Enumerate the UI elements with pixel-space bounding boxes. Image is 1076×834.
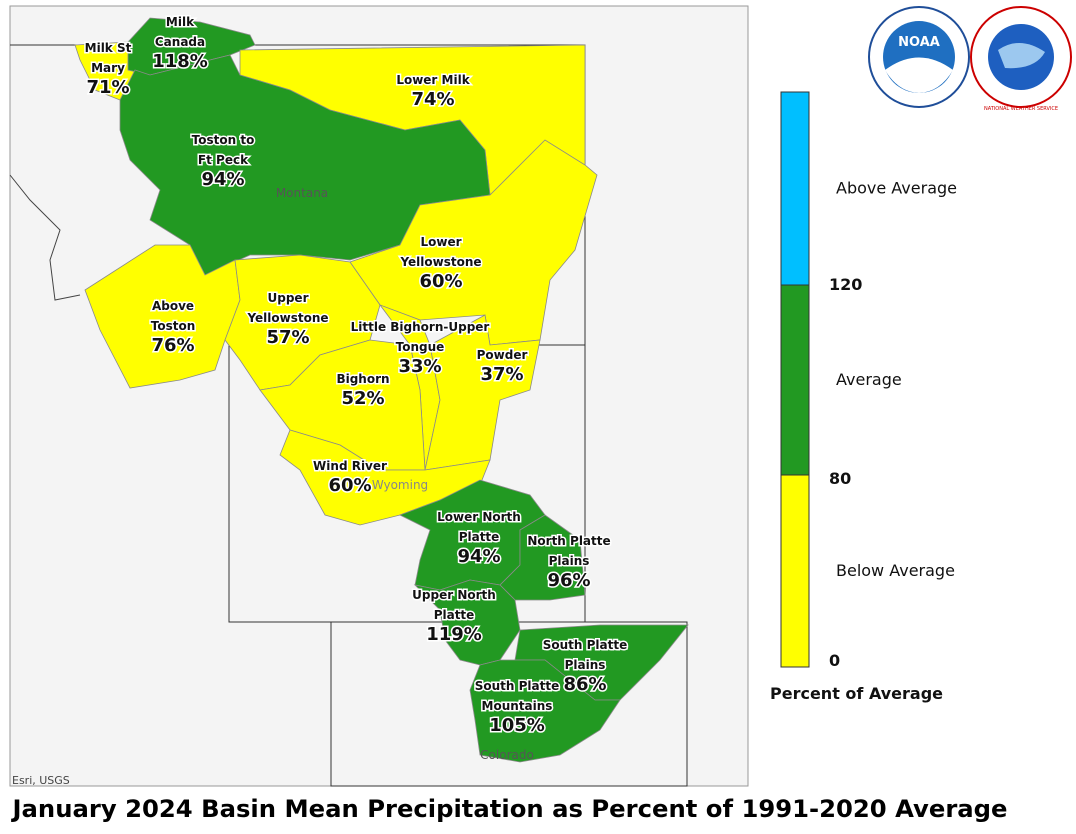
- legend-title: Percent of Average: [770, 684, 943, 703]
- basin-percent: 119%: [426, 624, 482, 645]
- basin-name: Little Bighorn-Upper: [351, 320, 490, 334]
- basin-percent: 105%: [489, 715, 545, 736]
- legend-swatch: [780, 474, 810, 668]
- basin-percent: 118%: [152, 51, 208, 72]
- basin-percent: 57%: [266, 327, 309, 348]
- basin: [499, 514, 586, 601]
- basin-name: Yellowstone: [399, 255, 481, 269]
- basin-name: Upper North: [412, 588, 496, 602]
- basin-name: South Platte: [543, 638, 628, 652]
- basin-name: Wind River: [313, 459, 387, 473]
- logo-text: NATIONAL WEATHER SERVICE: [984, 106, 1058, 112]
- basin-percent: 52%: [341, 388, 384, 409]
- basin-name: Yellowstone: [246, 311, 328, 325]
- attribution: Esri, USGS: [12, 774, 70, 787]
- basin-name: Above: [152, 299, 194, 313]
- legend-swatch: [780, 91, 810, 286]
- state-label: Colorado: [480, 748, 534, 762]
- basin-percent: 60%: [419, 271, 462, 292]
- basin-name: Lower North: [437, 510, 521, 524]
- logo-text: NOAA: [898, 35, 940, 50]
- basin-name: Plains: [549, 554, 590, 568]
- basin-name: South Platte: [475, 679, 560, 693]
- basin-name: Powder: [477, 348, 528, 362]
- basin: [413, 579, 521, 666]
- basin-name: Lower Milk: [396, 73, 470, 87]
- basin-percent: 94%: [457, 546, 500, 567]
- basin-name: Mary: [91, 61, 125, 75]
- basin-name: Toston to: [192, 133, 255, 147]
- basin-percent: 76%: [151, 335, 194, 356]
- idaho-border: [9, 174, 81, 301]
- basin-name: Bighorn: [336, 372, 389, 386]
- basin-name: Platte: [434, 608, 475, 622]
- basin-percent: 96%: [547, 570, 590, 591]
- basin: [424, 314, 541, 471]
- basins: [74, 17, 689, 763]
- basin-name: Platte: [459, 530, 500, 544]
- basin-name: Upper: [268, 291, 309, 305]
- basin-name: Canada: [155, 35, 205, 49]
- basin-percent: 71%: [86, 77, 129, 98]
- legend-label: Above Average: [836, 179, 957, 198]
- basin-percent: 33%: [398, 356, 441, 377]
- state-label: Wyoming: [372, 478, 428, 492]
- basin-name: Lower: [420, 235, 461, 249]
- basin-name: Mountains: [482, 699, 553, 713]
- legend-swatch: [780, 284, 810, 476]
- labels: Milk St Mary 71% Milk Canada 118% Lower Milk 74…: [83, 14, 629, 738]
- legend-label: Below Average: [836, 561, 955, 580]
- basin-percent: 74%: [411, 89, 454, 110]
- noaa-logo: NOAA: [868, 6, 970, 108]
- state-label: Montana: [276, 186, 328, 200]
- basin-name: Toston: [151, 319, 196, 333]
- basin-percent: 37%: [480, 364, 523, 385]
- legend-tick: 120: [829, 275, 862, 294]
- basin-name: Ft Peck: [198, 153, 249, 167]
- legend: Above Average Average Below Average 120 80 0 P…: [770, 91, 957, 703]
- basin-percent: 60%: [328, 475, 371, 496]
- basin-name: Plains: [565, 658, 606, 672]
- basin-name: Milk St: [85, 41, 132, 55]
- nws-logo: NATIONAL WEATHER SERVICE: [970, 6, 1072, 112]
- legend-label: Average: [836, 370, 902, 389]
- basin: [469, 659, 621, 763]
- legend-tick: 80: [829, 469, 851, 488]
- basin-percent: 94%: [201, 169, 244, 190]
- basin-name: Tongue: [396, 340, 445, 354]
- legend-tick: 0: [829, 651, 840, 670]
- basin-name: North Platte: [527, 534, 610, 548]
- title: January 2024 Basin Mean Precipitation as…: [10, 795, 1007, 823]
- basin-name: Milk: [166, 15, 195, 29]
- basin-percent: 86%: [563, 674, 606, 695]
